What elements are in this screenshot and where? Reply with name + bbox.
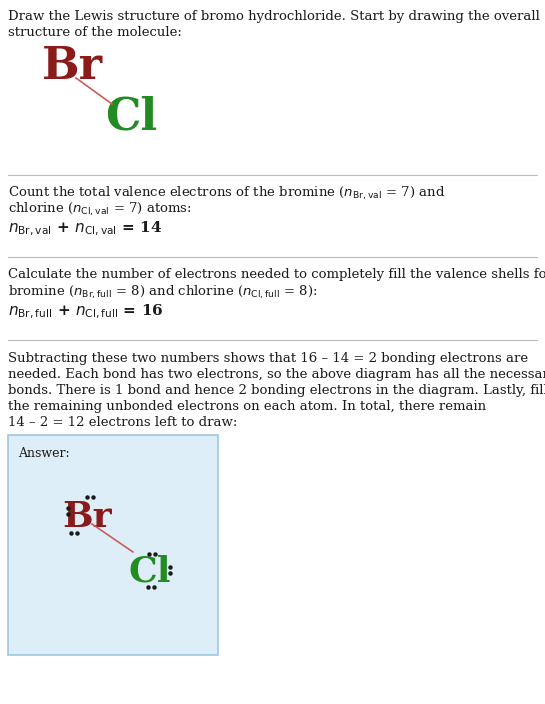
Text: Cl: Cl [128,555,171,589]
Text: the remaining unbonded electrons on each atom. In total, there remain: the remaining unbonded electrons on each… [8,400,486,413]
Text: Draw the Lewis structure of bromo hydrochloride. Start by drawing the overall: Draw the Lewis structure of bromo hydroc… [8,10,540,23]
Text: needed. Each bond has two electrons, so the above diagram has all the necessary: needed. Each bond has two electrons, so … [8,368,545,381]
Text: Br: Br [42,45,103,88]
Text: 14 – 2 = 12 electrons left to draw:: 14 – 2 = 12 electrons left to draw: [8,416,238,429]
Text: $n_{\rm Br,val}$ + $n_{\rm Cl,val}$ = 14: $n_{\rm Br,val}$ + $n_{\rm Cl,val}$ = 14 [8,220,162,238]
Text: bromine ($n_{\rm Br,full}$ = 8) and chlorine ($n_{\rm Cl,full}$ = 8):: bromine ($n_{\rm Br,full}$ = 8) and chlo… [8,284,317,301]
Text: Calculate the number of electrons needed to completely fill the valence shells f: Calculate the number of electrons needed… [8,268,545,281]
Text: $n_{\rm Br,full}$ + $n_{\rm Cl,full}$ = 16: $n_{\rm Br,full}$ + $n_{\rm Cl,full}$ = … [8,303,164,321]
Text: Count the total valence electrons of the bromine ($n_{\rm Br,val}$ = 7) and: Count the total valence electrons of the… [8,185,445,202]
Text: Cl: Cl [105,95,158,138]
Text: Br: Br [62,500,112,534]
Text: chlorine ($n_{\rm Cl,val}$ = 7) atoms:: chlorine ($n_{\rm Cl,val}$ = 7) atoms: [8,201,192,218]
Text: bonds. There is 1 bond and hence 2 bonding electrons in the diagram. Lastly, fil: bonds. There is 1 bond and hence 2 bondi… [8,384,545,397]
Text: Subtracting these two numbers shows that 16 – 14 = 2 bonding electrons are: Subtracting these two numbers shows that… [8,352,528,365]
Text: Answer:: Answer: [18,447,70,460]
Text: structure of the molecule:: structure of the molecule: [8,26,182,39]
FancyBboxPatch shape [8,435,218,655]
